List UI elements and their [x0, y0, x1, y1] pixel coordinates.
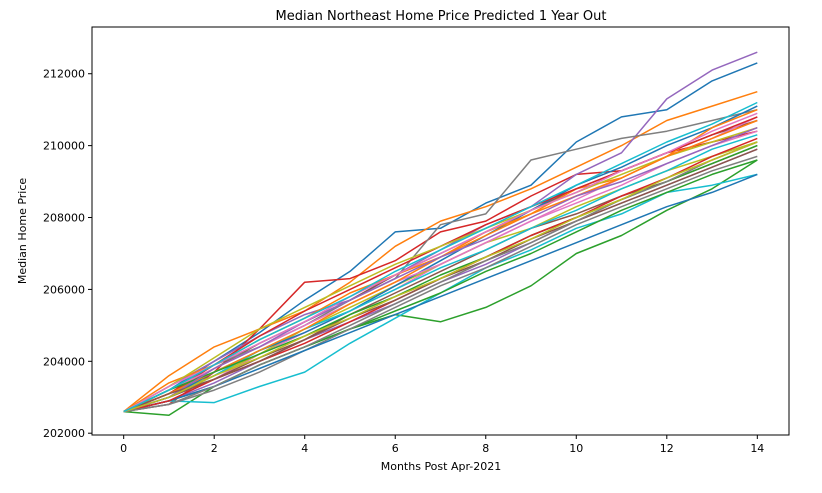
x-axis-ticks: 0 2 4 6 8 10 12 14 [120, 435, 764, 455]
series-line-21 [123, 173, 758, 413]
y-tick-label: 204000 [43, 355, 85, 368]
y-axis-label: Median Home Price [16, 178, 29, 285]
x-tick-label: 8 [482, 442, 489, 455]
series-line-16 [123, 144, 758, 413]
series-line-8 [123, 108, 758, 413]
x-tick-label: 6 [392, 442, 399, 455]
x-tick-label: 2 [211, 442, 218, 455]
y-tick-label: 202000 [43, 427, 85, 440]
y-axis-ticks: 202000 204000 206000 208000 210000 212000 [43, 68, 92, 440]
series-line-18 [123, 155, 758, 413]
series-line-27 [123, 112, 758, 413]
series-line-29 [123, 141, 758, 413]
series-line-25 [123, 127, 758, 413]
y-tick-label: 206000 [43, 283, 85, 296]
plot-frame [91, 26, 790, 436]
series-line-2 [123, 90, 758, 413]
series-line-15 [123, 148, 758, 413]
series-line-30 [123, 101, 758, 413]
x-tick-label: 10 [569, 442, 583, 455]
x-tick-label: 0 [120, 442, 127, 455]
series-line-26 [123, 148, 758, 413]
y-tick-label: 210000 [43, 140, 85, 153]
chart-title: Median Northeast Home Price Predicted 1 … [276, 9, 607, 24]
series-line-20 [123, 134, 758, 413]
x-axis-label: Months Post Apr-2021 [381, 460, 502, 473]
y-tick-label: 208000 [43, 212, 85, 225]
y-tick-label: 212000 [43, 68, 85, 81]
x-tick-label: 12 [660, 442, 674, 455]
series-line-19 [123, 126, 758, 413]
series-layer [123, 51, 758, 416]
x-tick-label: 4 [301, 442, 308, 455]
series-line-28 [123, 141, 758, 413]
x-tick-label: 14 [750, 442, 764, 455]
series-line-1 [123, 62, 758, 413]
